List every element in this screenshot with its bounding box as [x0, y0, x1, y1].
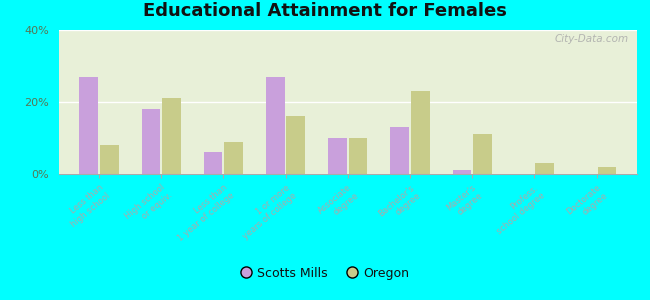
- Bar: [79, 77, 98, 174]
- Bar: [452, 170, 471, 174]
- Bar: [348, 138, 367, 174]
- Bar: [473, 134, 492, 174]
- Bar: [224, 142, 243, 174]
- Bar: [203, 152, 222, 174]
- Text: Educational Attainment for Females: Educational Attainment for Females: [143, 2, 507, 20]
- Bar: [287, 116, 305, 174]
- Bar: [391, 127, 409, 174]
- Bar: [162, 98, 181, 174]
- Bar: [536, 163, 554, 174]
- Bar: [597, 167, 616, 174]
- Bar: [100, 145, 118, 174]
- Bar: [328, 138, 347, 174]
- Legend: Scotts Mills, Oregon: Scotts Mills, Oregon: [236, 262, 414, 285]
- Bar: [411, 91, 430, 174]
- Text: City-Data.com: City-Data.com: [554, 34, 629, 44]
- Bar: [142, 109, 160, 174]
- Bar: [266, 77, 285, 174]
